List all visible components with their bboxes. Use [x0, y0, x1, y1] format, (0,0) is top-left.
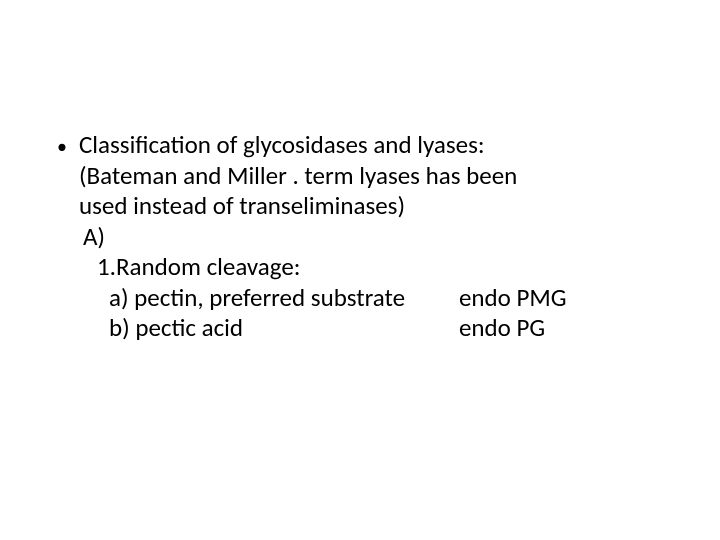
line-6-left: a) pectin, preferred substrate — [109, 283, 459, 314]
bullet-marker: • — [55, 130, 79, 164]
slide: • Classification of glycosidases and lya… — [0, 0, 720, 540]
line-6-right: endo PMG — [459, 283, 567, 314]
text-line-2: (Bateman and Miller . term lyases has be… — [79, 161, 567, 192]
text-line-5: 1.Random cleavage: — [79, 252, 567, 283]
bullet-item: • Classification of glycosidases and lya… — [55, 130, 665, 344]
line-7-right: endo PG — [459, 313, 545, 344]
text-line-1: Classification of glycosidases and lyase… — [79, 130, 567, 161]
text-line-3: used instead of transeliminases) — [79, 191, 567, 222]
text-line-4: A) — [79, 222, 567, 253]
bullet-content: Classification of glycosidases and lyase… — [79, 130, 567, 344]
text-line-6: a) pectin, preferred substrate endo PMG — [79, 283, 567, 314]
line-7-left: b) pectic acid — [109, 313, 459, 344]
text-line-7: b) pectic acid endo PG — [79, 313, 567, 344]
